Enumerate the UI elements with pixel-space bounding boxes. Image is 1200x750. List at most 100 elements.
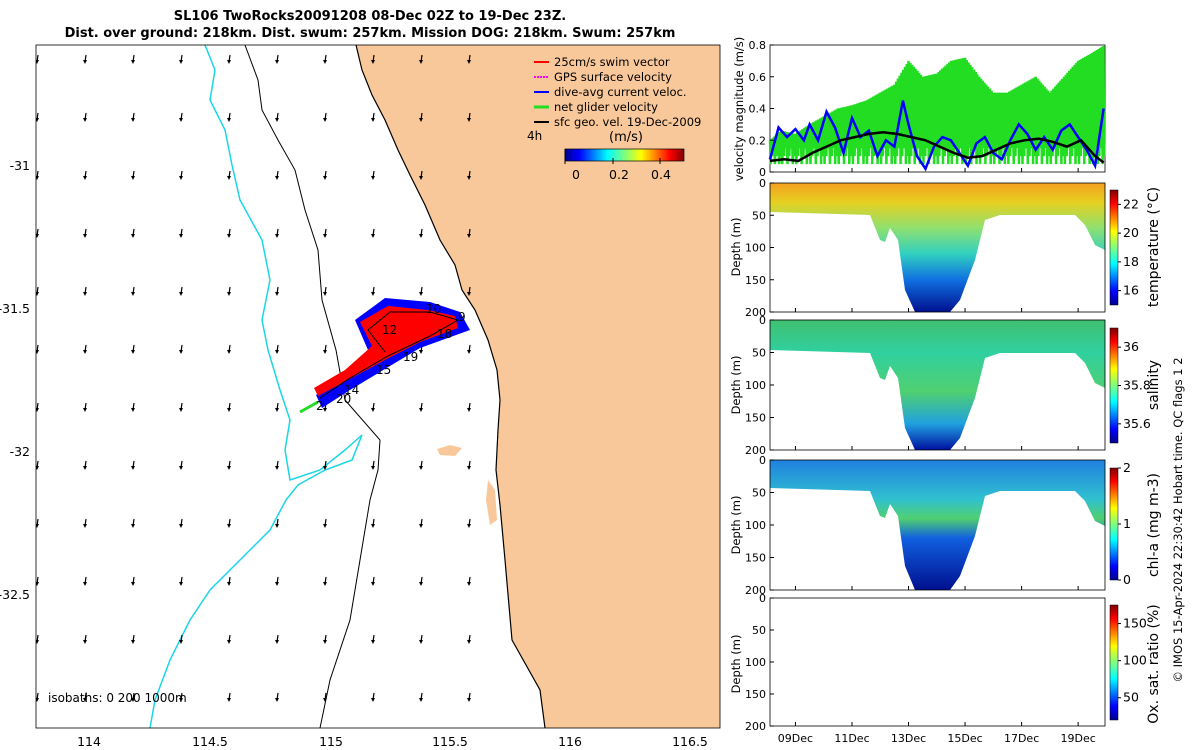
legend-swim-vector: 25cm/s swim vector	[554, 55, 670, 69]
colorbar-gradient	[564, 148, 685, 162]
geo-velocity-arrow	[36, 692, 39, 702]
geo-velocity-arrow	[275, 54, 279, 64]
depth-y-ticks: 0 50 100 150 200	[745, 177, 774, 319]
geo-velocity-arrow	[179, 228, 183, 238]
day-label-19: 19	[403, 350, 418, 364]
colorbar-tick-label: 16	[1123, 283, 1139, 298]
isobath-note: isobaths: 0 200 1000m	[48, 691, 187, 705]
day-label-10: 10	[426, 302, 441, 316]
map-colorbar: 4h (m/s) 0 0.2 0.4	[527, 129, 685, 182]
geo-velocity-arrow	[419, 170, 423, 180]
map-x-axis: 114 114.5 115 115.5 116 116.5	[77, 734, 708, 749]
geo-velocity-arrow	[36, 286, 39, 296]
geo-velocity-arrow	[179, 460, 183, 470]
imos-credit: © IMOS 15-Apr-2024 22:30:42 Hobart time.…	[1171, 357, 1185, 682]
geo-velocity-arrow	[131, 228, 135, 238]
oxygen-zlabel: Ox. sat. ratio (%)	[1146, 604, 1162, 723]
oxygen-ylabel: Depth (m)	[729, 635, 743, 694]
geo-velocity-arrow	[371, 54, 375, 64]
geo-velocity-arrow	[131, 170, 135, 180]
coastline-0m	[355, 45, 546, 728]
geo-velocity-arrow	[131, 634, 135, 644]
lon-tick-115: 115	[319, 734, 343, 749]
geo-velocity-arrow	[467, 518, 471, 528]
lon-tick-115.5: 115.5	[432, 734, 468, 749]
geo-velocity-arrow	[83, 54, 87, 64]
land-mass	[356, 45, 720, 728]
geo-velocity-arrow	[179, 112, 183, 122]
colorbar-tick-label: 18	[1123, 254, 1139, 269]
geo-velocity-arrow	[179, 286, 183, 296]
colorbar-ticks: 35.6 35.8 36	[1118, 339, 1151, 431]
lat-tick--32: -32	[10, 444, 30, 459]
geo-velocity-arrow	[36, 634, 39, 644]
geo-velocity-arrow	[227, 228, 231, 238]
geo-velocity-arrow	[419, 692, 423, 702]
colorbar-tick-label: 35.6	[1123, 416, 1151, 431]
velocity-ylabel: velocity magnitude (m/s)	[732, 37, 746, 182]
lat-tick--31: -31	[10, 158, 30, 173]
lon-tick-114.5: 114.5	[192, 734, 228, 749]
colorbar-tick-label: 2	[1123, 460, 1131, 475]
day-label-18: 18	[437, 327, 452, 341]
geo-velocity-arrow	[419, 286, 423, 296]
time-tick-label: 11Dec	[834, 732, 869, 745]
geo-velocity-arrow	[323, 634, 327, 644]
chla-colorbar	[1109, 467, 1119, 581]
colorbar-tick-label: 36	[1123, 339, 1139, 354]
geo-velocity-arrow	[83, 634, 87, 644]
depth-tick-label: 200	[745, 720, 766, 733]
geo-velocity-arrow	[83, 518, 87, 528]
depth-y-ticks: 0 50 100 150 200	[745, 592, 774, 733]
depth-tick-label: 200	[745, 444, 766, 457]
depth-tick-label: 0	[759, 177, 766, 190]
velocity-series	[768, 45, 1106, 172]
colorbar-tick-label: 22	[1123, 196, 1139, 211]
geo-velocity-arrow	[83, 228, 87, 238]
colorbar-ticks: 16 18 20 22	[1118, 196, 1139, 298]
geo-velocity-arrow	[275, 112, 279, 122]
depth-tick-label: 50	[752, 209, 766, 222]
geo-velocity-arrow	[179, 402, 183, 412]
series-sfc-geo-vel	[769, 131, 1105, 164]
time-tick-label: 17Dec	[1004, 732, 1039, 745]
geo-velocity-arrow	[323, 54, 327, 64]
legend-gps-velocity: GPS surface velocity	[554, 70, 672, 84]
geo-velocity-arrow	[419, 634, 423, 644]
geo-velocity-arrow	[419, 460, 423, 470]
geo-velocity-arrow	[323, 344, 327, 354]
time-tick-label: 15Dec	[947, 732, 982, 745]
geo-velocity-arrow	[227, 402, 231, 412]
geo-velocity-arrow	[323, 170, 327, 180]
depth-y-ticks: 0 50 100 150 200	[745, 454, 774, 597]
temperature-ylabel: Depth (m)	[729, 218, 743, 277]
net-glider-velocity	[299, 400, 319, 414]
geo-velocity-arrow	[275, 692, 279, 702]
map-y-axis: -31 -31.5 -32 -32.5	[0, 158, 30, 602]
geo-velocity-arrow	[275, 344, 279, 354]
geo-velocity-arrow	[467, 344, 471, 354]
geo-velocity-arrow	[179, 576, 183, 586]
chla-zlabel: chl-a (mg m-3)	[1146, 473, 1162, 577]
geo-velocity-arrow	[36, 576, 39, 586]
geo-velocity-arrow	[371, 286, 375, 296]
geo-velocity-arrow	[131, 344, 135, 354]
day-label-15: 15	[376, 363, 391, 377]
geo-velocity-arrow	[179, 518, 183, 528]
glider-track: 10 9 12 18 19 15 14 20 2	[299, 298, 470, 414]
geo-velocity-arrow	[467, 634, 471, 644]
depth-tick-label: 50	[752, 487, 766, 500]
isobath-1000m	[244, 45, 381, 728]
geo-velocity-arrow	[467, 692, 471, 702]
depth-tick-label: 100	[745, 519, 766, 532]
day-label-9: 9	[458, 310, 466, 324]
velocity-y-tick-label: 0.2	[749, 134, 767, 147]
salinity-ylabel: Depth (m)	[729, 356, 743, 415]
depth-y-ticks: 0 50 100 150 200	[745, 314, 774, 457]
geo-velocity-arrow	[275, 460, 279, 470]
geo-velocity-arrow	[371, 228, 375, 238]
geo-velocity-arrow	[131, 692, 135, 702]
geo-velocity-arrow	[323, 228, 327, 238]
geo-velocity-arrow	[36, 54, 39, 64]
